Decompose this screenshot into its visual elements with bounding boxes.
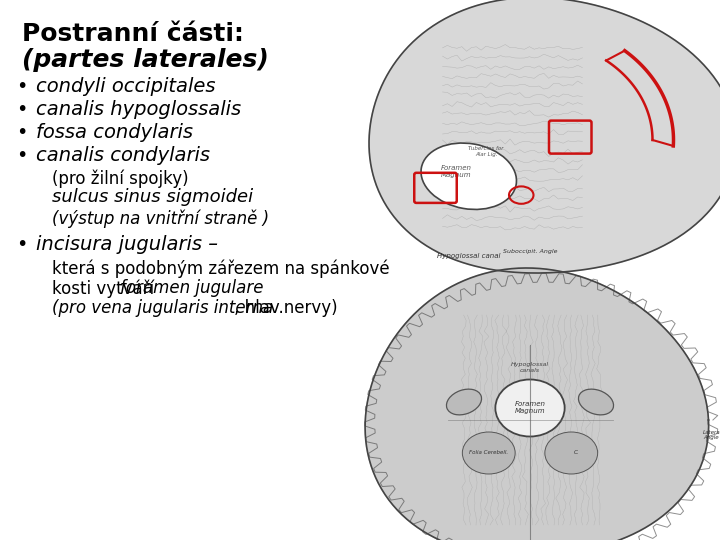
Text: condyli occipitales: condyli occipitales: [36, 77, 215, 96]
Polygon shape: [365, 268, 708, 540]
Text: (pro vena jugularis interna: (pro vena jugularis interna: [52, 299, 274, 317]
Ellipse shape: [578, 389, 613, 415]
Text: Suboccipit. Angle: Suboccipit. Angle: [503, 249, 557, 254]
Text: Foramen
Magnum: Foramen Magnum: [515, 402, 546, 415]
Text: kosti vytváří: kosti vytváří: [52, 279, 159, 298]
Ellipse shape: [495, 380, 564, 436]
Text: Hypoglossal canal: Hypoglossal canal: [437, 253, 500, 259]
Text: foramen jugulare: foramen jugulare: [120, 279, 264, 297]
Ellipse shape: [462, 432, 515, 474]
Text: incisura jugularis –: incisura jugularis –: [36, 235, 218, 254]
Text: •: •: [16, 235, 27, 254]
Text: •: •: [16, 77, 27, 96]
Text: •: •: [16, 146, 27, 165]
Text: Tubercles for
Alar Lig.: Tubercles for Alar Lig.: [469, 146, 504, 157]
Text: Lateral
Angle: Lateral Angle: [703, 430, 720, 441]
Text: sulcus sinus sigmoidei: sulcus sinus sigmoidei: [52, 188, 253, 206]
Ellipse shape: [446, 389, 482, 415]
Text: která s podobným zářezem na spánkové: která s podobným zářezem na spánkové: [52, 259, 390, 278]
Ellipse shape: [421, 143, 516, 210]
Text: Hypoglossal
canals: Hypoglossal canals: [511, 362, 549, 373]
Polygon shape: [369, 0, 720, 273]
Ellipse shape: [545, 432, 598, 474]
Text: canalis condylaris: canalis condylaris: [36, 146, 210, 165]
Text: C.: C.: [573, 450, 579, 456]
Text: Postranní části:: Postranní části:: [22, 22, 244, 46]
Text: canalis hypoglossalis: canalis hypoglossalis: [36, 100, 241, 119]
Text: (výstup na vnitřní straně ): (výstup na vnitřní straně ): [52, 210, 269, 228]
Text: , hlav.nervy): , hlav.nervy): [234, 299, 338, 317]
Text: Foramen
Magnum: Foramen Magnum: [441, 165, 472, 178]
Text: •: •: [16, 123, 27, 142]
Text: fossa condylaris: fossa condylaris: [36, 123, 193, 142]
Text: (pro žilní spojky): (pro žilní spojky): [52, 169, 189, 187]
Text: •: •: [16, 100, 27, 119]
Text: (partes laterales): (partes laterales): [22, 48, 269, 72]
Text: Folia Cerebell.: Folia Cerebell.: [469, 450, 508, 456]
